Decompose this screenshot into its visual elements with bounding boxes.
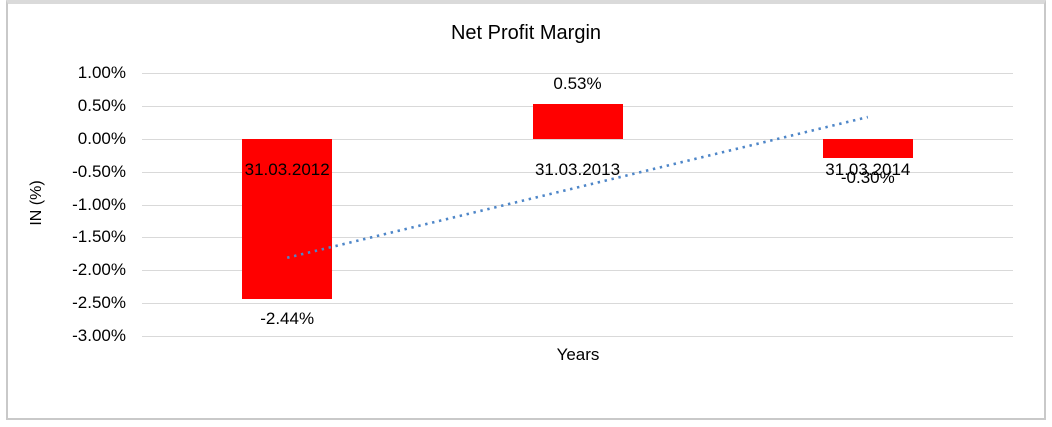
gridline <box>142 336 1013 337</box>
chart-border <box>6 0 1046 420</box>
chart-title: Net Profit Margin <box>450 22 602 44</box>
category-label: 31.03.2013 <box>534 159 621 179</box>
y-tick-label: -0.50% <box>72 162 126 181</box>
y-tick-label: -2.00% <box>72 260 126 279</box>
y-tick-label: -1.00% <box>72 195 126 214</box>
data-label: 0.53% <box>553 73 602 93</box>
category-label: 31.03.2014 <box>825 159 911 179</box>
gridline <box>142 303 1013 304</box>
y-tick-label: -3.00% <box>72 326 126 345</box>
y-tick-label: -1.50% <box>72 227 126 246</box>
y-tick-label: 0.50% <box>77 96 126 115</box>
bar-31.03.2013 <box>532 103 623 139</box>
data-label: -0.30% <box>840 168 895 188</box>
y-tick-label: 1.00% <box>77 63 126 82</box>
category-label: 31.03.2012 <box>244 159 330 179</box>
y-tick-label: 0.00% <box>77 129 126 148</box>
x-axis-title: Years <box>556 345 600 364</box>
y-tick-label: -2.50% <box>72 293 126 312</box>
y-axis-title: IN (%) <box>28 180 45 226</box>
bar-31.03.2014 <box>822 138 913 159</box>
gridline <box>142 73 1013 74</box>
data-label: -2.44% <box>260 309 315 329</box>
gridline <box>142 270 1013 271</box>
